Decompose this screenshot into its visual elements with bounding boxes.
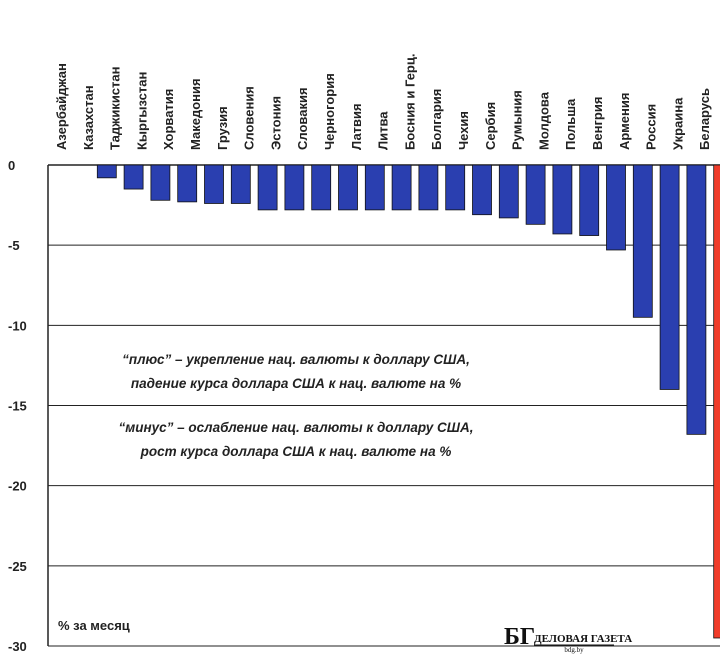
- x-tick-label: Литва: [376, 111, 391, 150]
- bar: [364, 164, 385, 211]
- y-tick-label: -10: [8, 318, 27, 333]
- x-tick-label: Румыния: [510, 90, 525, 150]
- bar: [418, 164, 439, 211]
- y-tick-label: -30: [8, 639, 27, 654]
- bar: [338, 164, 358, 211]
- x-tick-label: Венгрия: [590, 97, 605, 150]
- x-tick-label: Босния и Герц.: [402, 54, 417, 150]
- bar: [284, 164, 305, 211]
- bar: [472, 164, 492, 216]
- x-tick-label: Армения: [617, 93, 632, 150]
- annotation-line-1: “плюс” – укрепление нац. валюты к доллар…: [122, 352, 470, 367]
- bar: [525, 164, 546, 225]
- bar: [230, 164, 251, 204]
- bar: [177, 164, 198, 203]
- x-tick-label: Словения: [242, 86, 257, 150]
- bar: [96, 164, 117, 179]
- bar: [552, 164, 573, 235]
- bar: [391, 164, 412, 211]
- bars: [96, 164, 720, 639]
- x-tick-label: Россия: [644, 104, 659, 150]
- x-tick-label: Латвия: [349, 103, 364, 150]
- x-tick-label: Словакия: [295, 87, 310, 150]
- x-tick-label: Эстония: [268, 96, 283, 150]
- x-tick-label: Украина: [670, 97, 685, 150]
- x-tick-label: Казахстан: [81, 85, 96, 150]
- x-tick-label: Болгария: [429, 89, 444, 150]
- x-tick-label: Таджикистан: [108, 67, 123, 150]
- y-tick-label: -5: [8, 238, 20, 253]
- publisher-logo: БГ ДЕЛОВАЯ ГАЗЕТА bdg.by: [504, 624, 632, 654]
- annotation-line-2: падение курса доллара США к нац. валюте …: [131, 376, 461, 391]
- x-tick-label: Чехия: [456, 111, 471, 150]
- bar: [632, 164, 653, 318]
- x-tick-label: Польша: [563, 98, 578, 150]
- x-tick-label: Молдова: [536, 91, 551, 150]
- x-tick-label: Черногория: [322, 73, 337, 150]
- x-tick-labels: Азербайджан Казахстан Таджикистан Кыргызста…: [54, 54, 712, 150]
- annotation-line-3: “минус” – ослабление нац. валюты к долла…: [119, 420, 474, 435]
- logo-name: ДЕЛОВАЯ ГАЗЕТА: [534, 633, 632, 645]
- bar: [713, 164, 720, 639]
- y-axis-label: % за месяц: [58, 618, 130, 633]
- bar: [311, 164, 332, 211]
- logo-site: bdg.by: [564, 646, 584, 654]
- annotation-line-4: рост курса доллара США к нац. валюте на …: [140, 444, 452, 459]
- x-tick-label: Кыргызстан: [134, 72, 149, 150]
- y-tick-label: -20: [8, 479, 27, 494]
- bar: [579, 164, 600, 236]
- x-tick-label: Сербия: [483, 102, 498, 150]
- x-tick-label: Македония: [188, 78, 203, 150]
- bar: [606, 164, 626, 251]
- x-tick-label: Беларусь: [697, 88, 712, 150]
- y-tick-labels: 0 -5 -10 -15 -20 -25 -30: [8, 158, 27, 654]
- y-tick-label: 0: [8, 158, 15, 173]
- x-tick-label: Грузия: [215, 106, 230, 150]
- logo-mark: БГ: [504, 624, 535, 650]
- y-tick-label: -15: [8, 399, 27, 414]
- bar: [257, 164, 278, 211]
- bar: [445, 164, 466, 211]
- x-tick-label: Хорватия: [161, 89, 176, 150]
- bar: [123, 164, 144, 190]
- x-tick-label: Азербайджан: [54, 63, 69, 150]
- bar: [498, 164, 519, 219]
- bar: [659, 164, 680, 390]
- bar: [686, 164, 707, 435]
- y-tick-label: -25: [8, 559, 27, 574]
- bar: [150, 164, 171, 201]
- bar: [204, 164, 224, 204]
